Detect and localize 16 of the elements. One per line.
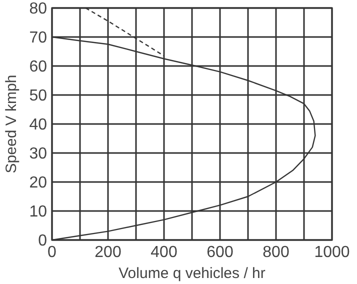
y-tick-label: 60 [29, 58, 48, 76]
y-tick-label: 10 [29, 204, 48, 221]
x-tick-label: 800 [262, 244, 290, 261]
x-tick-label: 200 [94, 244, 122, 261]
x-axis-title: Volume q vehicles / hr [118, 265, 266, 282]
x-tick-label: 600 [206, 244, 234, 261]
y-tick-label: 70 [29, 30, 48, 47]
y-tick-label: 40 [29, 116, 48, 134]
y-tick-label: 0 [38, 232, 48, 250]
y-tick-label: 50 [29, 88, 48, 105]
y-tick-label: 30 [29, 146, 48, 163]
x-tick-label: 1000 [314, 244, 350, 261]
x-tick-label: 400 [150, 244, 178, 261]
y-tick-label: 20 [29, 174, 48, 192]
y-tick-label: 80 [29, 0, 48, 18]
y-axis-title: Speed V kmph [3, 74, 20, 174]
